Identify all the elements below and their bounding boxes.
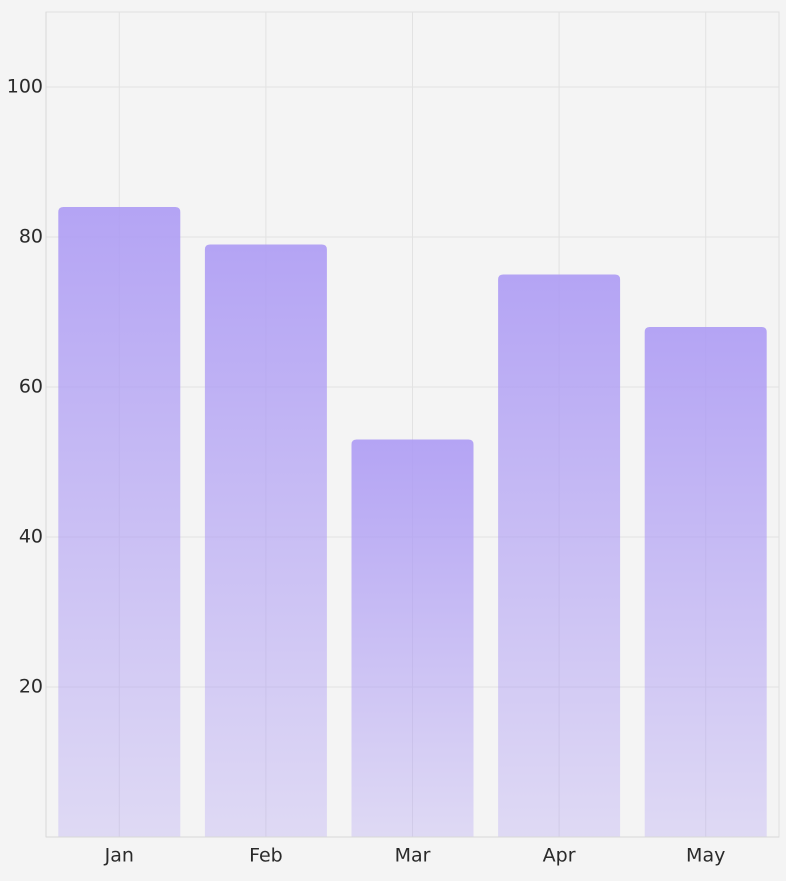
bar: [204, 244, 327, 837]
x-tick-label: Jan: [104, 845, 134, 867]
y-tick-label: 60: [19, 376, 43, 398]
y-tick-label: 40: [19, 526, 43, 548]
y-tick-label: 80: [19, 226, 43, 248]
x-tick-label: Feb: [249, 845, 283, 867]
bar: [58, 207, 181, 837]
bar: [498, 274, 621, 837]
bar: [644, 327, 767, 837]
bar: [351, 439, 474, 837]
x-tick-label: Mar: [395, 845, 431, 867]
x-tick-label: Apr: [543, 845, 576, 867]
y-tick-label: 20: [19, 676, 43, 698]
x-tick-label: May: [686, 845, 725, 867]
y-tick-label: 100: [7, 76, 43, 98]
